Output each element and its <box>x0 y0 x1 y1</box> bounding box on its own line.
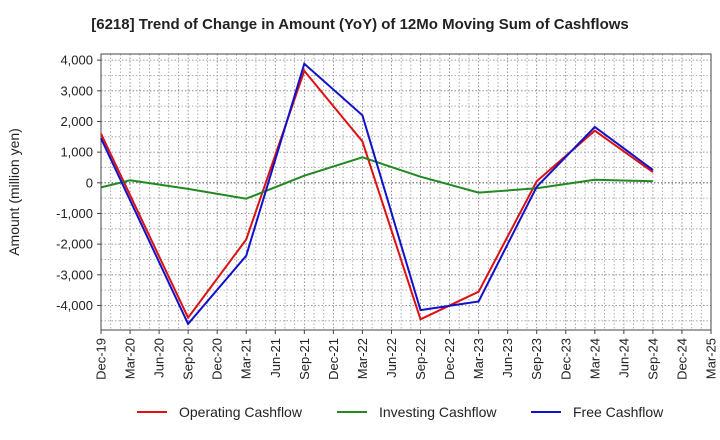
y-tick-label: 0 <box>86 175 93 190</box>
plot-area <box>101 54 711 330</box>
x-tick-label: Sep-21 <box>297 338 312 380</box>
x-tick-label: Dec-21 <box>326 338 341 380</box>
y-tick-label: 2,000 <box>60 114 93 129</box>
legend-item: Free Cashflow <box>531 404 663 420</box>
x-tick-label: Jun-23 <box>500 338 515 378</box>
x-tick-label: Mar-24 <box>587 338 602 379</box>
y-tick-label: -4,000 <box>56 298 93 313</box>
x-tick-label: Mar-25 <box>704 338 719 379</box>
x-tick-label: Mar-22 <box>355 338 370 379</box>
y-axis-ticks: 4,000 3,000 2,000 1,000 0 -1,000 -2,000 -3,000 -… <box>56 53 101 313</box>
x-tick-label: Mar-23 <box>471 338 486 379</box>
x-tick-label: Dec-19 <box>94 338 109 380</box>
x-tick-label: Dec-22 <box>442 338 457 380</box>
x-tick-label: Jun-21 <box>268 338 283 378</box>
legend-swatch <box>337 411 367 413</box>
chart-title: [6218] Trend of Change in Amount (YoY) o… <box>91 16 629 33</box>
y-tick-label: 3,000 <box>60 83 93 98</box>
x-tick-label: Dec-20 <box>210 338 225 380</box>
legend-swatch <box>531 411 561 413</box>
x-tick-label: Mar-21 <box>239 338 254 379</box>
y-tick-label: 4,000 <box>60 53 93 68</box>
y-tick-label: 1,000 <box>60 145 93 160</box>
series-line-free-cashflow <box>100 62 654 326</box>
legend-item: Investing Cashflow <box>337 404 497 420</box>
x-tick-label: Sep-22 <box>413 338 428 380</box>
x-tick-label: Jun-20 <box>152 338 167 378</box>
legend-swatch <box>137 411 167 413</box>
y-axis-label: Amount (million yen) <box>6 128 22 256</box>
x-tick-label: Sep-23 <box>529 338 544 380</box>
x-tick-label: Mar-20 <box>123 338 138 379</box>
legend-item: Operating Cashflow <box>137 404 302 420</box>
plot-frame <box>100 53 712 331</box>
series-lines <box>100 62 654 326</box>
x-tick-label: Sep-20 <box>181 338 196 380</box>
y-tick-label: -3,000 <box>56 267 93 282</box>
x-tick-label: Sep-24 <box>645 338 660 380</box>
legend-label: Investing Cashflow <box>379 404 497 420</box>
series-line-investing-cashflow <box>100 156 653 200</box>
legend: Operating Cashflow Investing Cashflow Free… <box>0 404 720 428</box>
axes <box>100 53 712 331</box>
x-tick-label: Dec-24 <box>674 338 689 380</box>
x-tick-label: Jun-24 <box>616 338 631 378</box>
legend-label: Operating Cashflow <box>179 404 302 420</box>
x-tick-label: Dec-23 <box>558 338 573 380</box>
x-axis-ticks: Dec-19 Mar-20 Jun-20 Sep-20 Dec-20 Mar-21 Jun-… <box>94 330 719 380</box>
y-tick-label: -2,000 <box>56 237 93 252</box>
y-tick-label: -1,000 <box>56 206 93 221</box>
x-tick-label: Jun-22 <box>384 338 399 378</box>
legend-label: Free Cashflow <box>573 404 664 420</box>
